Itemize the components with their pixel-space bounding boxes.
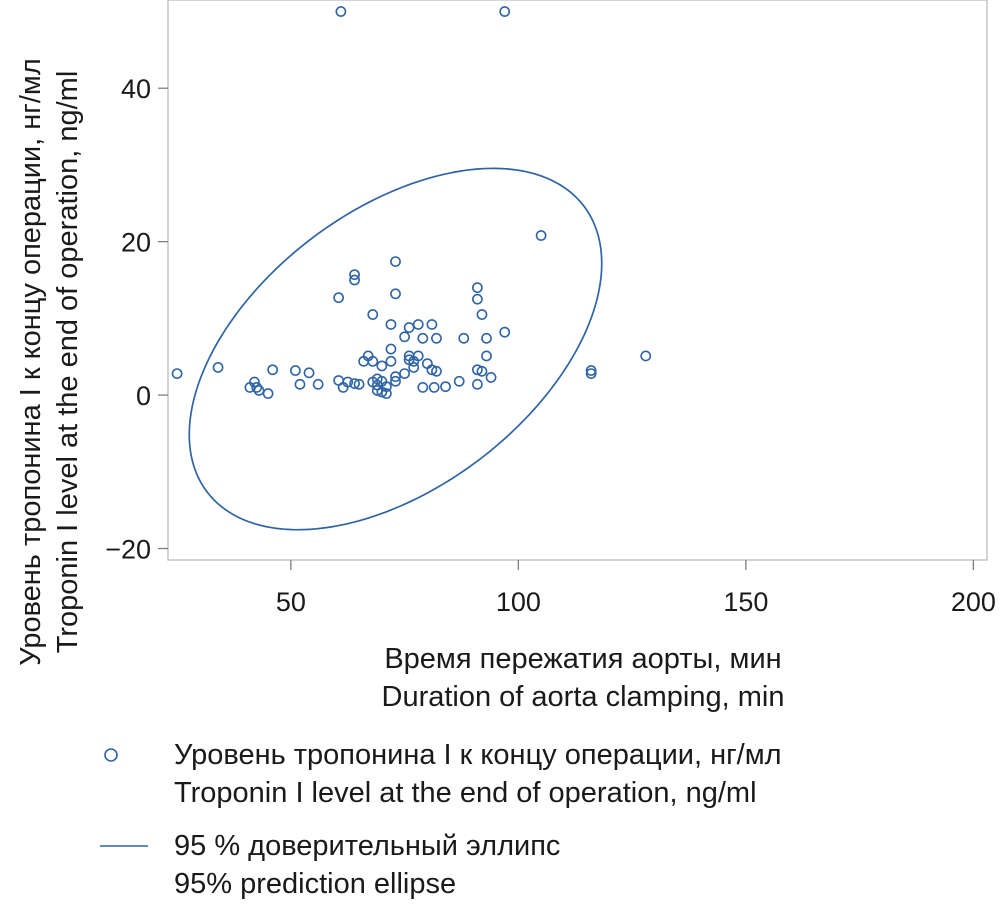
legend: Уровень тропонина I к концу операции, нг… (100, 739, 782, 900)
data-point (385, 355, 397, 367)
data-point (476, 309, 488, 320)
data-point (349, 274, 360, 286)
data-point (390, 375, 401, 387)
data-point (499, 6, 511, 17)
data-point (458, 332, 470, 344)
data-point (399, 368, 410, 379)
data-point (289, 365, 301, 376)
prediction-ellipse (188, 167, 603, 531)
data-point (499, 326, 511, 338)
y-tick-label: 0 (136, 381, 151, 411)
x-tick-label: 150 (723, 587, 768, 617)
axis-tick-labels: 50 100 150 200 −20 0 20 40 (105, 74, 996, 617)
x-tick-label: 200 (951, 587, 996, 617)
data-point (367, 309, 379, 320)
legend-label-ellipse-ru: 95 % доверительный эллипс (174, 830, 560, 862)
data-point (417, 332, 429, 344)
legend-label-ellipse-en: 95% prediction ellipse (174, 868, 456, 900)
x-axis-title-en: Duration of aorta clamping, min (382, 681, 785, 713)
data-point (412, 319, 424, 330)
data-point (426, 319, 438, 330)
x-axis-title-ru: Время пережатия аорты, мин (384, 643, 781, 675)
data-point (481, 350, 492, 362)
data-point (251, 381, 263, 393)
y-axis-title-ru: Уровень тропонина I к концу операции, нг… (15, 58, 47, 666)
data-point (353, 378, 365, 390)
data-point (349, 269, 360, 281)
data-point (471, 378, 483, 390)
data-point (390, 288, 401, 300)
data-point (367, 355, 379, 367)
x-tick-label: 50 (276, 587, 306, 617)
data-point (303, 367, 315, 379)
y-tick-label: −20 (105, 534, 151, 564)
data-point (390, 371, 401, 383)
data-point (385, 343, 397, 355)
data-point (335, 6, 347, 17)
data-point (262, 388, 274, 399)
data-point (440, 381, 451, 393)
data-point (585, 365, 597, 376)
data-point (294, 378, 306, 390)
prediction-ellipse-layer (188, 167, 603, 531)
legend-marker-circle-icon (104, 748, 118, 762)
data-point (312, 378, 324, 390)
data-point (485, 372, 497, 383)
data-point (399, 331, 410, 343)
data-point (403, 322, 415, 333)
data-point (471, 293, 483, 305)
data-point (371, 385, 383, 396)
y-tick-label: 40 (121, 74, 151, 104)
plot-frame (167, 0, 988, 561)
data-point (640, 350, 652, 362)
data-point (431, 332, 442, 344)
data-point (385, 319, 397, 330)
data-point (212, 362, 224, 373)
data-point (171, 368, 183, 379)
data-point (471, 282, 483, 294)
data-point (476, 365, 488, 377)
data-point (244, 381, 256, 393)
axis-ticks (158, 87, 974, 570)
y-axis-title-en: Troponin I level at the end of operation… (52, 71, 84, 654)
data-point (337, 381, 349, 393)
data-point (333, 292, 345, 304)
data-point (267, 364, 279, 376)
data-point (349, 378, 360, 389)
data-point (471, 364, 483, 376)
x-tick-label: 100 (496, 587, 541, 617)
data-point (426, 364, 438, 376)
data-point (376, 360, 388, 372)
data-point (417, 381, 429, 393)
data-point (453, 375, 465, 387)
data-point (585, 368, 597, 379)
data-point (428, 381, 440, 393)
y-tick-label: 20 (121, 228, 151, 258)
data-point (403, 354, 415, 366)
data-point (380, 388, 392, 399)
data-point (408, 355, 420, 367)
data-point (408, 362, 420, 373)
data-point (390, 256, 401, 267)
legend-label-scatter-ru: Уровень тропонина I к концу операции, нг… (174, 739, 782, 771)
data-point (376, 386, 388, 398)
data-points-layer (171, 6, 652, 399)
data-point (253, 385, 265, 396)
data-point (535, 230, 547, 241)
data-point (481, 332, 492, 344)
legend-label-scatter-en: Troponin I level at the end of operation… (174, 777, 757, 809)
data-point (431, 365, 442, 377)
